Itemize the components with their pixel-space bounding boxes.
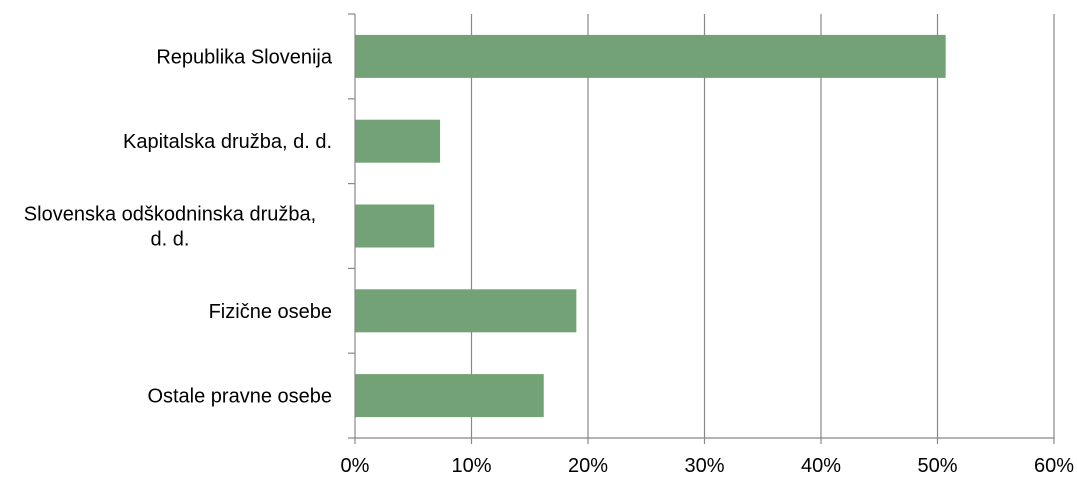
gridlines <box>470 14 1055 438</box>
axes <box>348 13 1055 444</box>
bars <box>355 34 946 418</box>
category-label-4: Ostale pravne osebe <box>147 386 332 408</box>
bar-0 <box>355 34 946 78</box>
category-label-0: Republika Slovenija <box>156 46 333 68</box>
x-tick-label-6: 60% <box>1034 455 1074 477</box>
x-tick-label-2: 20% <box>568 455 608 477</box>
x-tick-label-1: 10% <box>451 455 491 477</box>
x-tick-label-0: 0% <box>341 455 370 477</box>
category-label-2-line-0: Slovenska odškodninska družba, <box>24 204 316 226</box>
category-label-1: Kapitalska družba, d. d. <box>123 131 332 153</box>
category-label-2-line-1: d. d. <box>151 229 190 251</box>
x-tick-label-5: 50% <box>917 455 957 477</box>
category-label-3: Fizične osebe <box>209 301 332 323</box>
x-tick-label-4: 40% <box>801 455 841 477</box>
bar-4 <box>355 374 544 418</box>
bar-3 <box>355 289 577 333</box>
bar-1 <box>355 119 441 163</box>
labels: Republika Slovenija Kapitalska družba, d.… <box>24 46 1074 477</box>
bar-2 <box>355 204 435 248</box>
x-tick-label-3: 30% <box>684 455 724 477</box>
